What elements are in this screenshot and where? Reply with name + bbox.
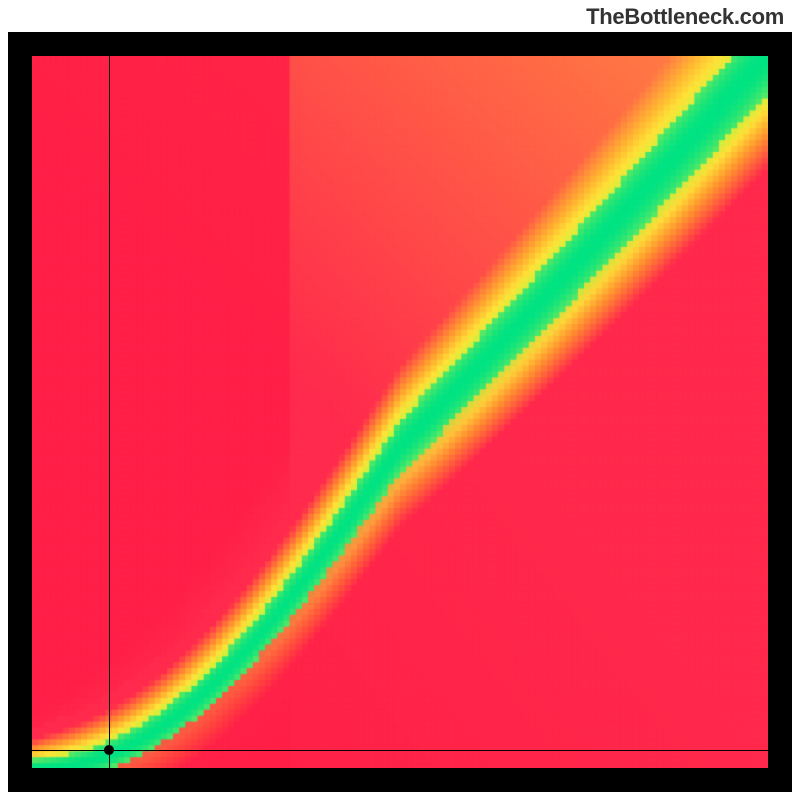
crosshair-horizontal — [32, 750, 768, 751]
root: TheBottleneck.com — [0, 0, 800, 800]
crosshair-vertical — [109, 56, 110, 768]
plot-frame — [8, 32, 792, 792]
marker-dot — [104, 745, 114, 755]
heatmap-canvas — [32, 56, 768, 768]
attribution-text: TheBottleneck.com — [586, 4, 784, 30]
plot-area — [32, 56, 768, 768]
